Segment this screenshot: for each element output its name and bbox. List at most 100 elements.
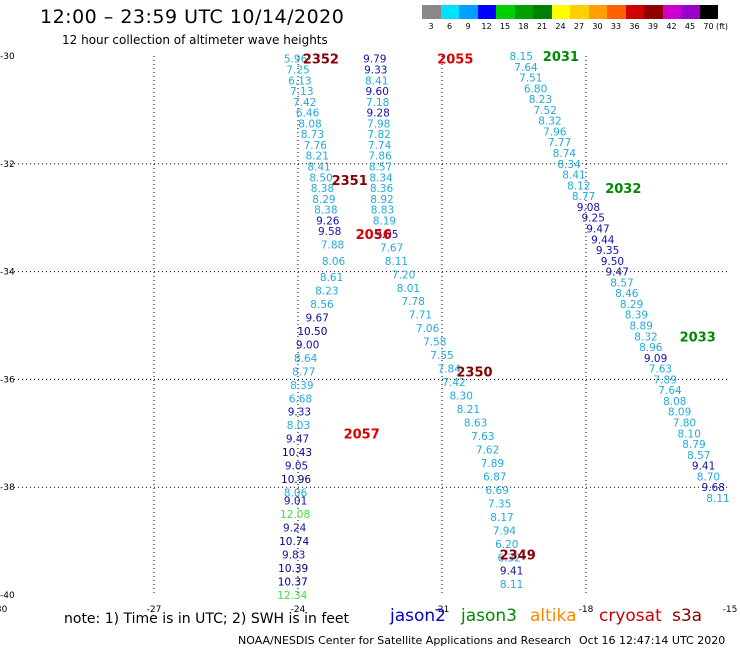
data-point: 8.89 (630, 321, 653, 333)
data-point: 10.43 (282, 447, 312, 459)
x-tick-label: -18 (579, 605, 594, 615)
data-point: 8.11 (500, 579, 523, 591)
legend-label: 42 (666, 22, 677, 31)
data-point: 7.96 (543, 126, 567, 138)
chart-title: 12:00 – 23:59 UTC 10/14/2020 (40, 6, 345, 28)
data-point: 8.08 (298, 118, 321, 130)
legend-label: 33 (610, 22, 622, 31)
data-point: 7.52 (534, 105, 557, 117)
time-label: 2056 (356, 228, 392, 243)
satellite-jason2: jason2 (390, 606, 446, 626)
data-point: 7.64 (514, 62, 538, 74)
legend-label: 6 (446, 22, 453, 31)
data-point: 7.80 (673, 418, 696, 430)
data-point: 9.79 (363, 54, 386, 66)
data-point: 7.06 (416, 323, 440, 335)
data-point: 9.33 (364, 64, 387, 76)
data-point: 6.46 (296, 108, 320, 120)
data-point: 8.12 (567, 180, 590, 192)
data-point: 9.09 (644, 353, 667, 365)
chart-subtitle: 12 hour collection of altimeter wave hei… (62, 33, 328, 47)
data-point: 7.89 (654, 374, 677, 386)
legend-label: 27 (573, 22, 585, 31)
satellite-jason3: jason3 (461, 606, 517, 626)
data-point: 10.37 (278, 577, 308, 589)
data-point: 9.01 (284, 496, 307, 508)
legend-swatch (514, 5, 533, 19)
data-point: 8.79 (682, 439, 705, 451)
data-point: 7.35 (488, 498, 511, 510)
data-point: 8.83 (371, 205, 394, 217)
data-point: 9.05 (375, 229, 398, 241)
data-point: 8.38 (311, 183, 334, 195)
data-point: 7.63 (649, 364, 672, 376)
data-point: 8.03 (287, 420, 310, 432)
data-point: 8.23 (315, 285, 338, 297)
data-point: 9.47 (286, 434, 309, 446)
legend-swatch (440, 5, 459, 19)
data-point: 7.77 (548, 137, 571, 149)
data-point: 8.50 (309, 172, 332, 184)
y-tick-label: -32 (0, 160, 15, 170)
time-label: 2349 (500, 549, 536, 564)
data-point: 12.34 (277, 590, 307, 602)
footer-timestamp: Oct 16 12:47:14 UTC 2020 (579, 634, 726, 647)
legend-swatch (607, 5, 626, 19)
data-point: 9.08 (577, 202, 600, 214)
data-point: 9.33 (288, 407, 311, 419)
data-point: 6.20 (495, 539, 518, 551)
legend-swatch (533, 5, 552, 19)
time-label: 2057 (344, 427, 380, 442)
time-label: 2033 (680, 330, 716, 345)
time-label: 2351 (332, 174, 368, 189)
data-point: 8.23 (529, 94, 552, 106)
data-point: 8.77 (292, 366, 315, 378)
data-point: 9.83 (282, 550, 305, 562)
data-point: 9.47 (606, 267, 629, 279)
data-point: 7.76 (304, 140, 328, 152)
data-point: 6.68 (289, 393, 312, 405)
legend-unit: (ft) (716, 22, 729, 31)
legend-swatch (662, 5, 681, 19)
data-point: 8.64 (294, 353, 318, 365)
legend-swatch (588, 5, 607, 19)
data-point: 8.41 (365, 75, 388, 87)
data-point: 9.50 (601, 256, 624, 268)
data-point: 7.82 (367, 129, 390, 141)
data-point: 8.29 (312, 194, 335, 206)
data-point: 8.19 (373, 215, 396, 227)
y-tick-label: -36 (0, 375, 15, 385)
legend-label: 9 (465, 22, 471, 31)
data-point: 7.62 (476, 444, 499, 456)
data-point: 6.32 (498, 552, 521, 564)
data-point: 6.87 (483, 471, 506, 483)
legend-swatch (681, 5, 700, 19)
data-point: 8.77 (572, 191, 595, 203)
data-point: 7.42 (293, 97, 316, 109)
legend-swatch (699, 5, 718, 19)
data-point: 7.63 (471, 431, 494, 443)
time-label: 2350 (456, 365, 492, 380)
data-point: 8.10 (678, 428, 701, 440)
legend-swatch (459, 5, 478, 19)
data-point: 8.61 (320, 272, 343, 284)
legend-label: 15 (499, 22, 511, 31)
legend-label: 21 (536, 22, 548, 31)
legend-swatch (477, 5, 496, 19)
legend-swatch (625, 5, 644, 19)
legend-swatch (551, 5, 570, 19)
data-point: 9.26 (316, 215, 340, 227)
data-point: 7.88 (321, 240, 344, 252)
y-tick-label: -40 (0, 591, 15, 601)
legend-label: 45 (684, 22, 696, 31)
data-point: 8.63 (464, 418, 487, 430)
data-point: 8.73 (301, 129, 324, 141)
data-point: 7.86 (368, 151, 392, 163)
data-point: 7.55 (430, 350, 453, 362)
data-point: 8.41 (307, 161, 330, 173)
x-tick-label: -24 (291, 605, 306, 615)
data-point: 7.89 (481, 458, 504, 470)
data-point: 8.11 (706, 493, 729, 505)
data-point: 9.67 (306, 312, 329, 324)
data-point: 8.57 (369, 161, 392, 173)
